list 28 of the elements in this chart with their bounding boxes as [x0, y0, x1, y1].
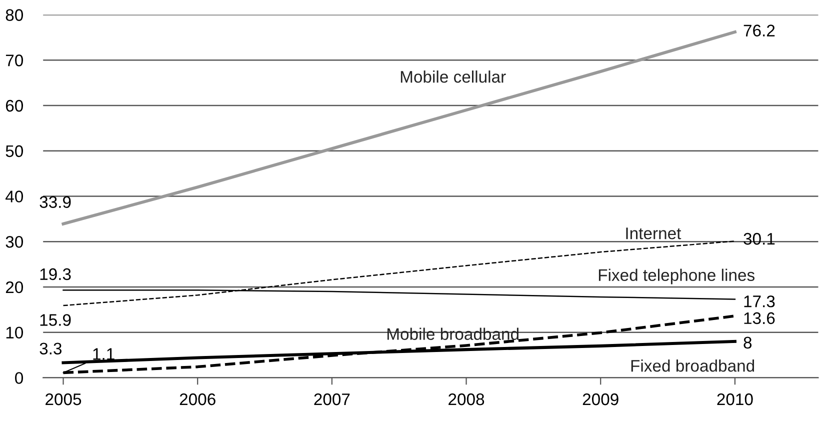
- series-label: Fixed broadband: [631, 359, 754, 372]
- data-label: 8: [744, 336, 752, 349]
- x-tick-label: 2007: [314, 393, 350, 406]
- y-tick-label: 20: [6, 281, 24, 294]
- series-label: Fixed telephone lines: [598, 268, 754, 284]
- x-tick-label: 2006: [180, 393, 216, 406]
- y-tick-label: 30: [6, 236, 24, 248]
- series-label: Mobile cellular: [400, 70, 506, 83]
- y-tick-label: 40: [6, 190, 24, 202]
- y-tick-label: 80: [6, 9, 24, 21]
- y-tick-label: 60: [6, 100, 24, 112]
- x-tick-label: 2009: [582, 393, 618, 406]
- y-tick-label: 10: [6, 326, 24, 339]
- data-label: 17.3: [744, 296, 775, 308]
- x-tick-label: 2005: [46, 393, 82, 406]
- data-label: 76.2: [744, 24, 775, 36]
- data-label: 1.1: [93, 348, 114, 360]
- series-label: Internet: [626, 228, 682, 240]
- data-label: 3.3: [40, 342, 62, 354]
- data-label: 19.3: [40, 268, 71, 280]
- y-tick-label: 70: [6, 54, 24, 66]
- data-label: 15.9: [40, 314, 71, 326]
- x-tick-label: 2010: [717, 393, 753, 406]
- y-tick-label: 0: [15, 372, 24, 384]
- data-label: 33.9: [40, 196, 71, 208]
- data-label: 13.6: [744, 312, 775, 324]
- y-tick-label: 50: [6, 145, 24, 158]
- x-tick-label: 2008: [448, 393, 484, 406]
